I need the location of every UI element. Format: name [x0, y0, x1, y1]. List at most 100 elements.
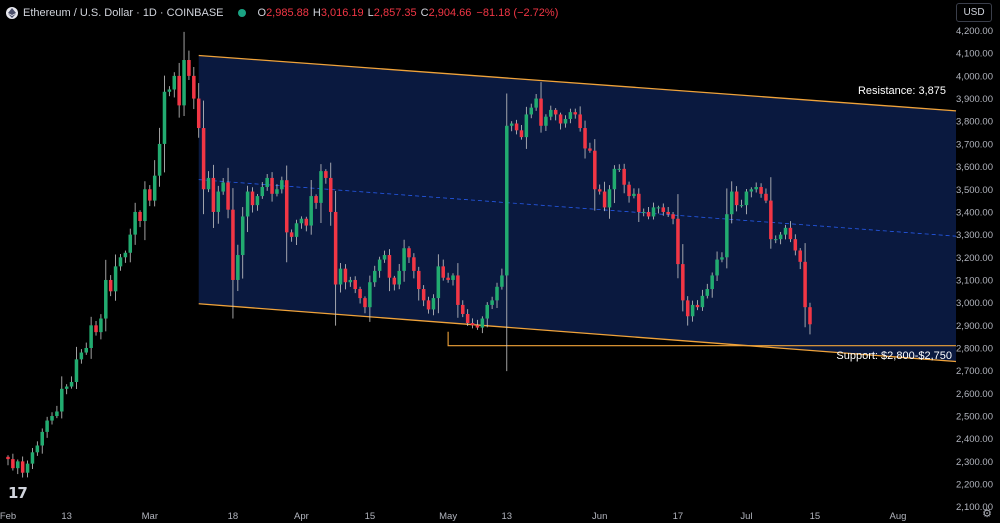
- x-tick-label: 13: [61, 511, 72, 522]
- y-tick-label: 4,000.00: [956, 71, 993, 82]
- x-tick-label: 17: [673, 511, 684, 522]
- x-tick-label: Feb: [0, 511, 16, 522]
- x-tick-label: 13: [502, 511, 513, 522]
- candle: [578, 106, 582, 132]
- symbol-title[interactable]: Ethereum / U.S. Dollar · 1D · COINBASE: [23, 7, 224, 19]
- candle: [35, 441, 40, 456]
- y-tick-label: 3,300.00: [956, 230, 993, 241]
- candle: [519, 125, 524, 140]
- candle-body: [363, 298, 367, 308]
- candle: [553, 108, 558, 121]
- candle-body: [495, 286, 499, 301]
- y-tick-label: 2,100.00: [956, 502, 993, 513]
- candle: [690, 300, 695, 322]
- candle-body: [348, 279, 353, 283]
- candle: [778, 231, 783, 245]
- candle: [739, 199, 744, 208]
- y-tick-label: 2,700.00: [956, 366, 993, 377]
- candle: [216, 185, 221, 224]
- candle-body: [505, 125, 509, 276]
- candle-body: [612, 168, 617, 190]
- y-tick-label: 2,400.00: [956, 434, 993, 445]
- candle-body: [236, 255, 240, 280]
- candle: [294, 219, 299, 246]
- candle-body: [231, 209, 235, 280]
- candle-body: [759, 187, 763, 194]
- candle: [759, 183, 763, 198]
- candle: [622, 163, 626, 194]
- candle-body: [133, 211, 137, 235]
- candle-body: [382, 255, 387, 260]
- candle: [177, 62, 181, 118]
- candle-body: [412, 257, 416, 271]
- candle-body: [299, 218, 304, 224]
- candle: [50, 412, 54, 425]
- candle-body: [715, 259, 719, 276]
- candle: [632, 188, 636, 199]
- candle: [558, 112, 563, 130]
- tradingview-logo[interactable]: 17: [8, 484, 28, 502]
- candle: [260, 182, 265, 199]
- candle-body: [50, 416, 54, 421]
- change-value: −81.18 (−2.72%): [476, 7, 559, 19]
- candle: [275, 184, 279, 197]
- candle-body: [637, 193, 641, 212]
- candle: [64, 384, 69, 395]
- candle: [372, 265, 377, 287]
- candle-body: [803, 261, 807, 308]
- candle: [148, 185, 152, 207]
- candle-body: [343, 268, 348, 283]
- candle-body: [226, 182, 230, 210]
- price-axis[interactable]: 4,200.00 4,100.00 4,000.00 3,900.00 3,800.00…: [956, 26, 993, 513]
- candle-body: [167, 89, 172, 92]
- support-label: Support: $2,800-$2,750: [836, 350, 952, 362]
- candle: [172, 72, 177, 98]
- candle-body: [245, 191, 250, 217]
- candle: [60, 376, 64, 419]
- candle-body: [309, 196, 313, 226]
- candle-body: [627, 184, 631, 197]
- candle-body: [128, 234, 133, 253]
- currency-button[interactable]: USD: [956, 3, 992, 22]
- candle: [328, 162, 333, 226]
- candle: [314, 194, 318, 209]
- candle: [490, 296, 494, 310]
- candle-body: [617, 168, 622, 170]
- candle: [226, 167, 230, 219]
- candle: [79, 349, 84, 364]
- candle: [685, 296, 690, 326]
- candle: [612, 165, 617, 204]
- candle-body: [84, 348, 89, 353]
- candle: [456, 263, 460, 318]
- x-tick-label: Jul: [740, 511, 752, 522]
- candle-body: [11, 459, 15, 469]
- candle-body: [661, 207, 666, 212]
- candle-body: [148, 189, 152, 201]
- candle: [407, 246, 411, 264]
- y-tick-label: 4,100.00: [956, 49, 993, 60]
- candle: [157, 127, 162, 187]
- candle: [16, 459, 20, 475]
- candle-body: [793, 239, 798, 251]
- candle: [69, 376, 74, 389]
- candle-body: [333, 211, 338, 285]
- symbol-header: Ethereum / U.S. Dollar · 1D · COINBASE O…: [6, 5, 558, 21]
- candle: [343, 264, 348, 290]
- candle: [231, 188, 235, 319]
- candle: [783, 224, 788, 240]
- candle: [6, 455, 10, 466]
- candle-body: [514, 123, 519, 131]
- gear-icon[interactable]: ⚙: [982, 508, 992, 520]
- candle-body: [534, 98, 538, 108]
- candle-body: [808, 307, 812, 325]
- candle: [348, 276, 353, 287]
- time-axis[interactable]: Feb 13 Mar 18 Apr 15 May 13 Jun 17 Jul 15 Aug: [0, 511, 906, 522]
- candle-body: [270, 177, 274, 194]
- candle-body: [397, 270, 401, 285]
- candle: [524, 106, 529, 149]
- candle: [309, 180, 313, 235]
- candle-body: [773, 239, 778, 241]
- candle: [30, 447, 35, 469]
- channel-midline: [198, 179, 957, 237]
